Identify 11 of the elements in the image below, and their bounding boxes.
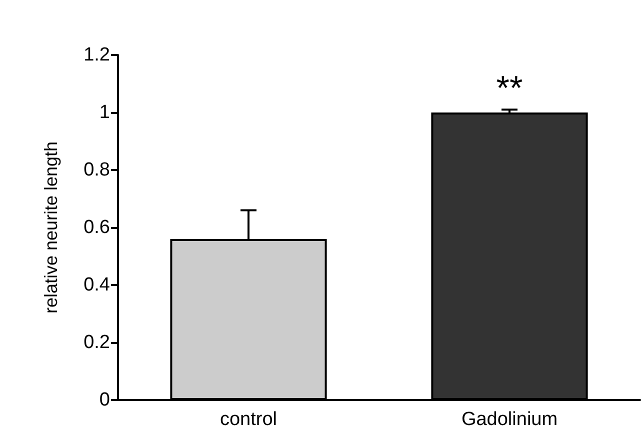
x-tick-label: control [220, 409, 278, 430]
y-axis-title: relative neurite length [41, 141, 61, 314]
annotation: ** [496, 70, 523, 108]
y-tick-label: 0.6 [84, 217, 110, 238]
x-tick-label: Gadolinium [461, 409, 558, 430]
y-tick-label: 0.8 [84, 160, 110, 180]
y-tick-label: 0.4 [84, 274, 110, 296]
y-tick-label: 1.2 [84, 44, 110, 66]
y-tick-label: 0.2 [84, 332, 110, 353]
y-tick-label: 0 [99, 390, 110, 410]
y-tick-label: 1 [99, 102, 110, 123]
